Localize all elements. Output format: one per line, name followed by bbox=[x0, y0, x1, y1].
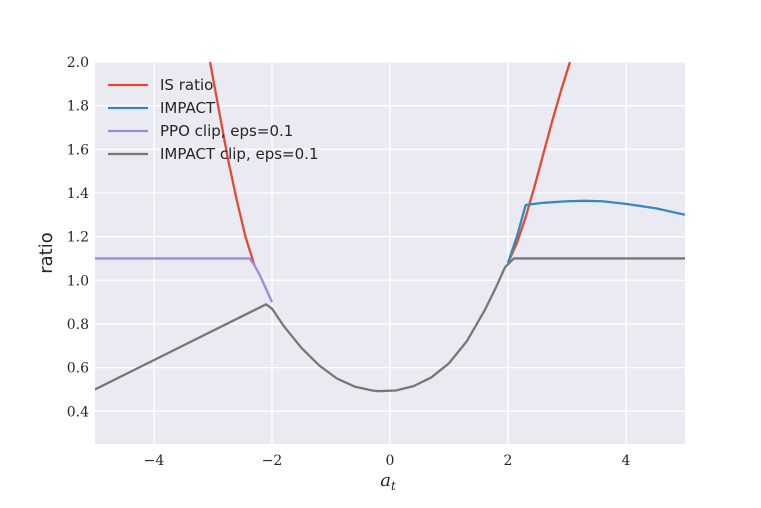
grid bbox=[95, 61, 685, 444]
legend: IS ratio IMPACT PPO clip, eps=0.1 IMPACT cl… bbox=[108, 76, 318, 163]
x-tick-label: −4 bbox=[144, 453, 165, 469]
y-tick-label: 1.6 bbox=[67, 142, 89, 158]
series-group bbox=[95, 62, 685, 393]
x-tick-label: −2 bbox=[262, 453, 283, 469]
x-tick-labels: −4 −2 0 2 4 bbox=[144, 453, 631, 469]
y-tick-label: 0.4 bbox=[67, 404, 89, 420]
y-tick-label: 0.6 bbox=[67, 361, 89, 377]
series-line-impact bbox=[506, 199, 685, 264]
y-tick-label: 0.8 bbox=[67, 317, 89, 333]
y-tick-label: 2.0 bbox=[67, 55, 89, 71]
legend-label-ppo-clip-eps-0-1: PPO clip, eps=0.1 bbox=[160, 122, 293, 140]
y-tick-label: 1.8 bbox=[67, 99, 89, 115]
x-tick-label: 0 bbox=[386, 453, 395, 469]
legend-label-impact-clip-eps-0-1: IMPACT clip, eps=0.1 bbox=[160, 145, 318, 163]
series-line-impact-clip-eps-0-1 bbox=[95, 257, 685, 393]
legend-label-is-ratio: IS ratio bbox=[160, 76, 213, 94]
x-axis-label-subscript: t bbox=[391, 479, 396, 493]
y-tick-labels: 0.4 0.6 0.8 1.0 1.2 1.4 1.6 1.8 2.0 bbox=[67, 55, 89, 420]
y-tick-label: 1.2 bbox=[67, 230, 89, 246]
y-tick-label: 1.0 bbox=[67, 273, 89, 289]
x-axis-label: at bbox=[380, 470, 396, 493]
series-line-is-ratio bbox=[208, 62, 256, 266]
series-line-ppo-clip-eps-0-1 bbox=[95, 257, 274, 303]
x-tick-label: 2 bbox=[504, 453, 513, 469]
y-tick-label: 1.4 bbox=[67, 186, 89, 202]
x-tick-label: 4 bbox=[622, 453, 631, 469]
legend-label-impact: IMPACT bbox=[160, 99, 216, 117]
y-axis-label: ratio bbox=[36, 232, 57, 274]
series-line-is-ratio-right bbox=[506, 62, 572, 264]
